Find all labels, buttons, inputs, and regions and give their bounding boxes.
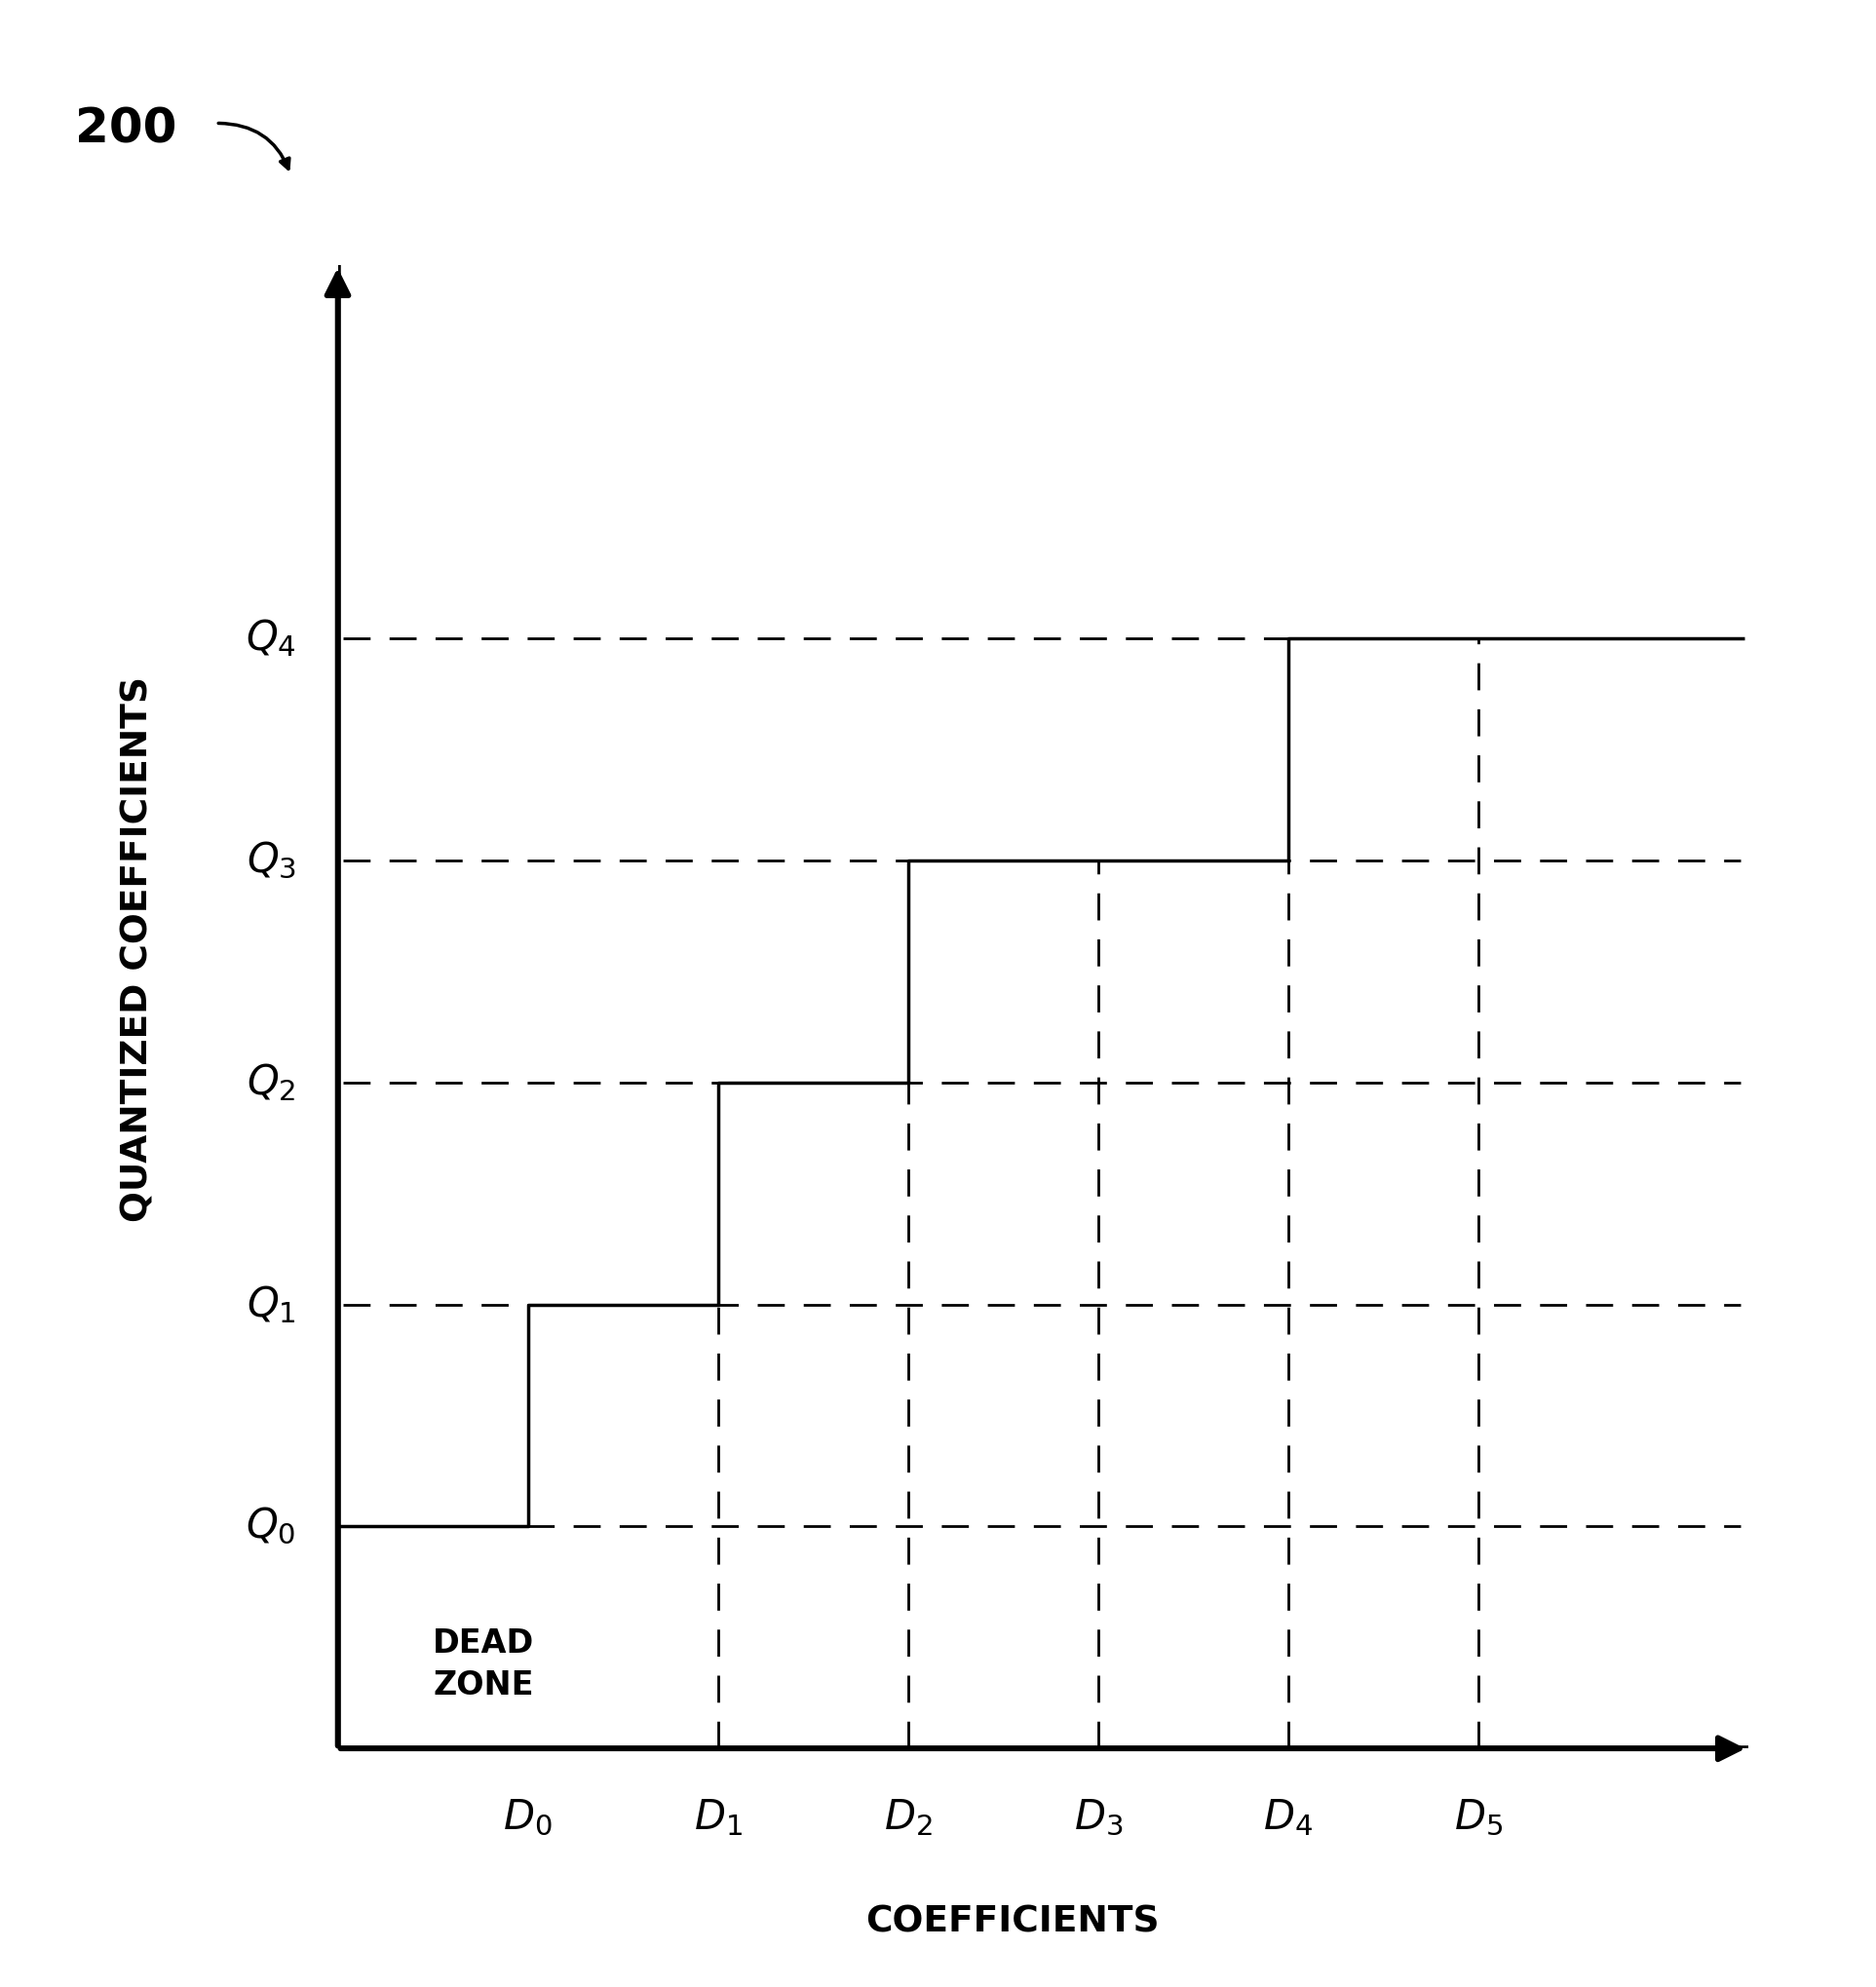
Text: $D_1$: $D_1$ [694, 1798, 743, 1838]
Text: $D_0$: $D_0$ [503, 1798, 552, 1838]
Text: $Q_3$: $Q_3$ [246, 841, 296, 880]
Text: QUANTIZED COEFFICIENTS: QUANTIZED COEFFICIENTS [120, 676, 156, 1222]
Text: $Q_1$: $Q_1$ [246, 1284, 296, 1325]
Text: $Q_2$: $Q_2$ [248, 1061, 296, 1103]
Text: 200: 200 [75, 105, 176, 153]
Text: $D_5$: $D_5$ [1454, 1798, 1503, 1838]
Text: $Q_4$: $Q_4$ [246, 618, 296, 660]
Text: $Q_0$: $Q_0$ [246, 1506, 296, 1548]
Text: COEFFICIENTS: COEFFICIENTS [865, 1904, 1159, 1939]
Text: $D_3$: $D_3$ [1073, 1798, 1122, 1838]
Text: DEAD
ZONE: DEAD ZONE [433, 1627, 535, 1701]
Text: $D_4$: $D_4$ [1263, 1798, 1313, 1838]
Text: $D_2$: $D_2$ [884, 1798, 932, 1838]
